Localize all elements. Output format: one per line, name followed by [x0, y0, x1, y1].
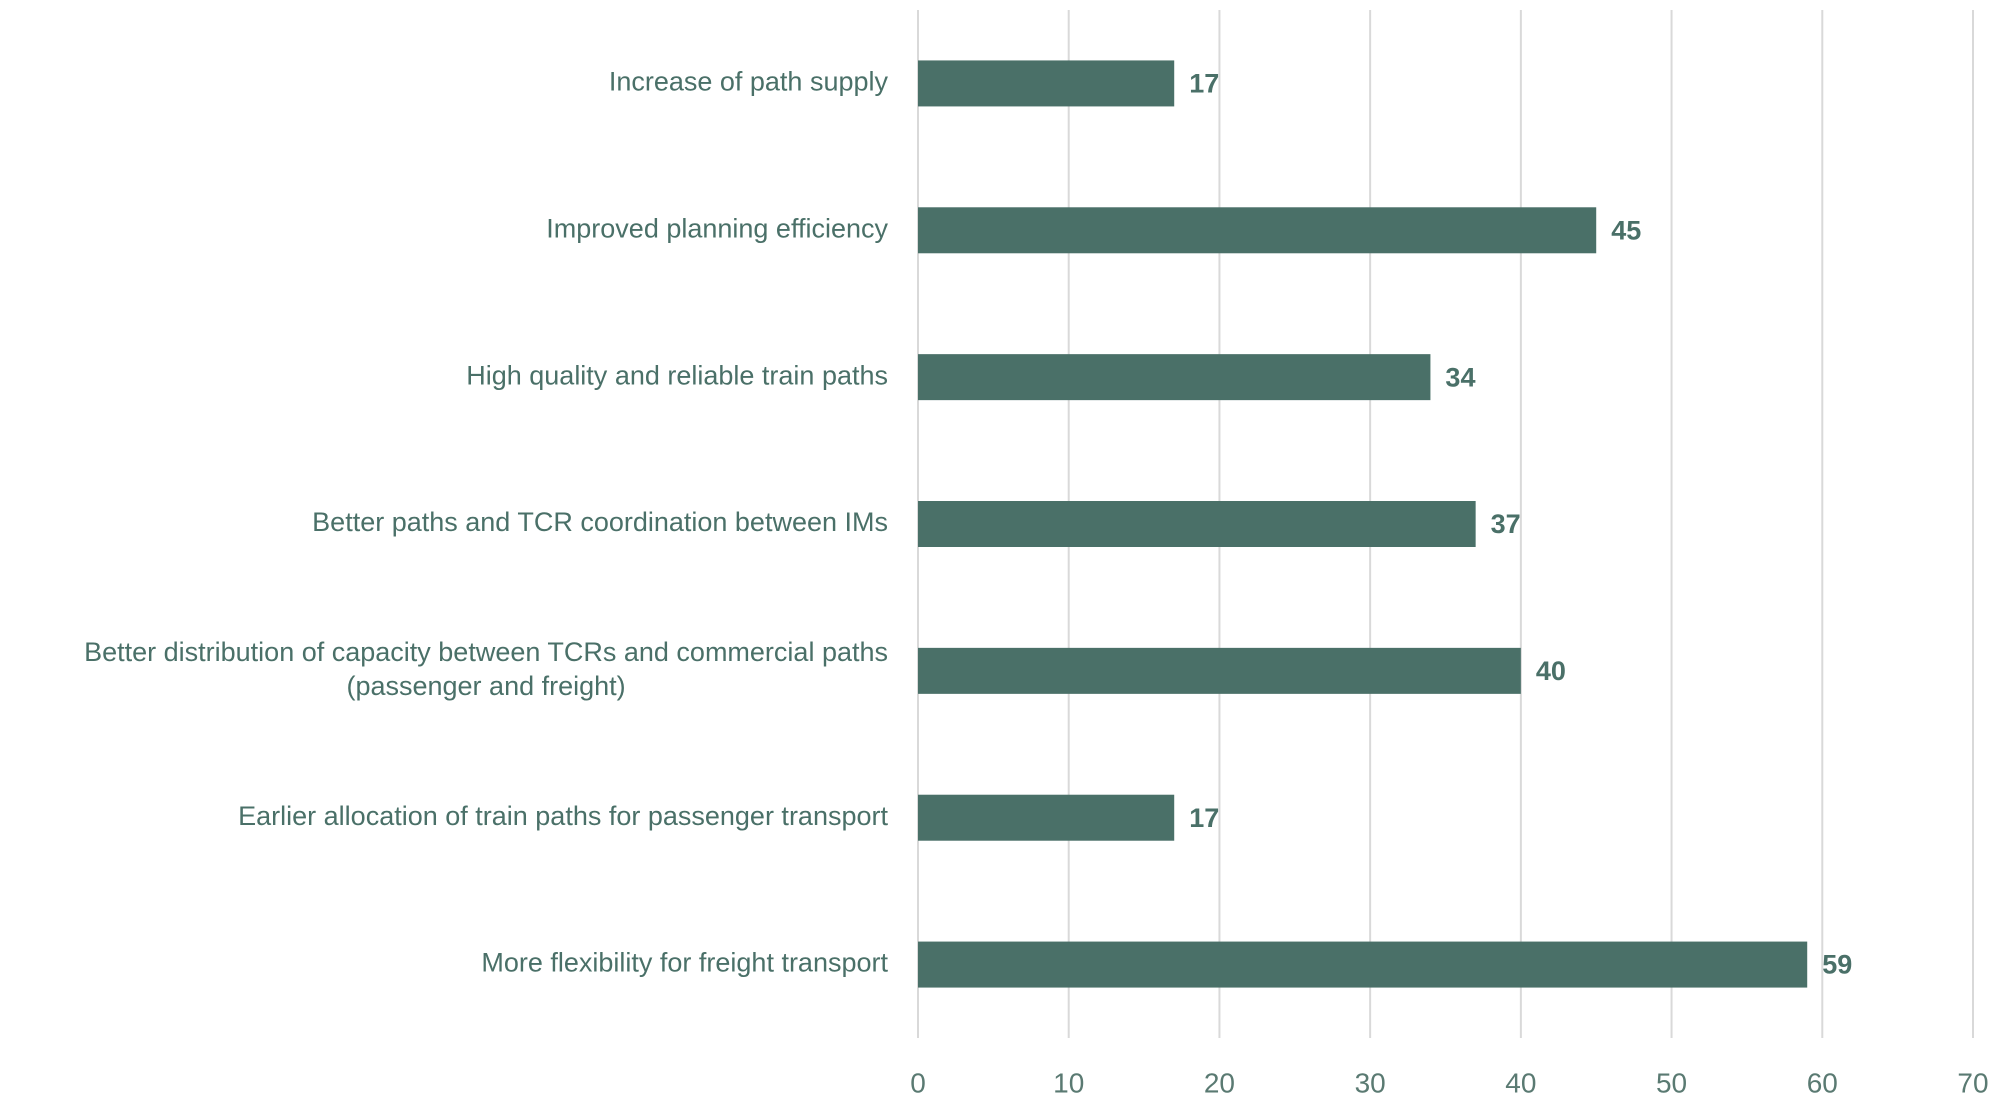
bar: [918, 60, 1175, 107]
value-label: 34: [1445, 362, 1475, 392]
x-tick-label: 30: [1355, 1067, 1386, 1098]
category-label: Better distribution of capacity between …: [84, 637, 888, 701]
x-tick-label: 20: [1204, 1067, 1235, 1098]
x-tick-label: 0: [910, 1067, 926, 1098]
x-tick-label: 60: [1807, 1067, 1838, 1098]
bar: [918, 794, 1175, 841]
category-label: High quality and reliable train paths: [466, 360, 888, 390]
bar: [918, 207, 1597, 254]
category-label: More flexibility for freight transport: [481, 948, 888, 978]
bar: [918, 501, 1476, 547]
x-tick-label: 40: [1505, 1067, 1536, 1098]
bar: [918, 647, 1521, 694]
bar: [918, 354, 1431, 401]
x-tick-label: 50: [1656, 1067, 1687, 1098]
value-label: 17: [1189, 69, 1219, 99]
x-tick-label: 70: [1957, 1067, 1988, 1098]
category-label: Increase of path supply: [609, 67, 889, 97]
value-label: 37: [1491, 509, 1521, 539]
x-tick-label: 10: [1053, 1067, 1084, 1098]
category-label: Earlier allocation of train paths for pa…: [238, 801, 888, 831]
category-label: Better paths and TCR coordination betwee…: [312, 507, 888, 537]
value-label: 45: [1611, 215, 1641, 245]
value-label: 40: [1536, 656, 1566, 686]
category-label: Improved planning efficiency: [546, 213, 888, 243]
bar: [918, 941, 1808, 988]
value-label: 59: [1822, 950, 1852, 980]
value-label: 17: [1189, 803, 1219, 833]
